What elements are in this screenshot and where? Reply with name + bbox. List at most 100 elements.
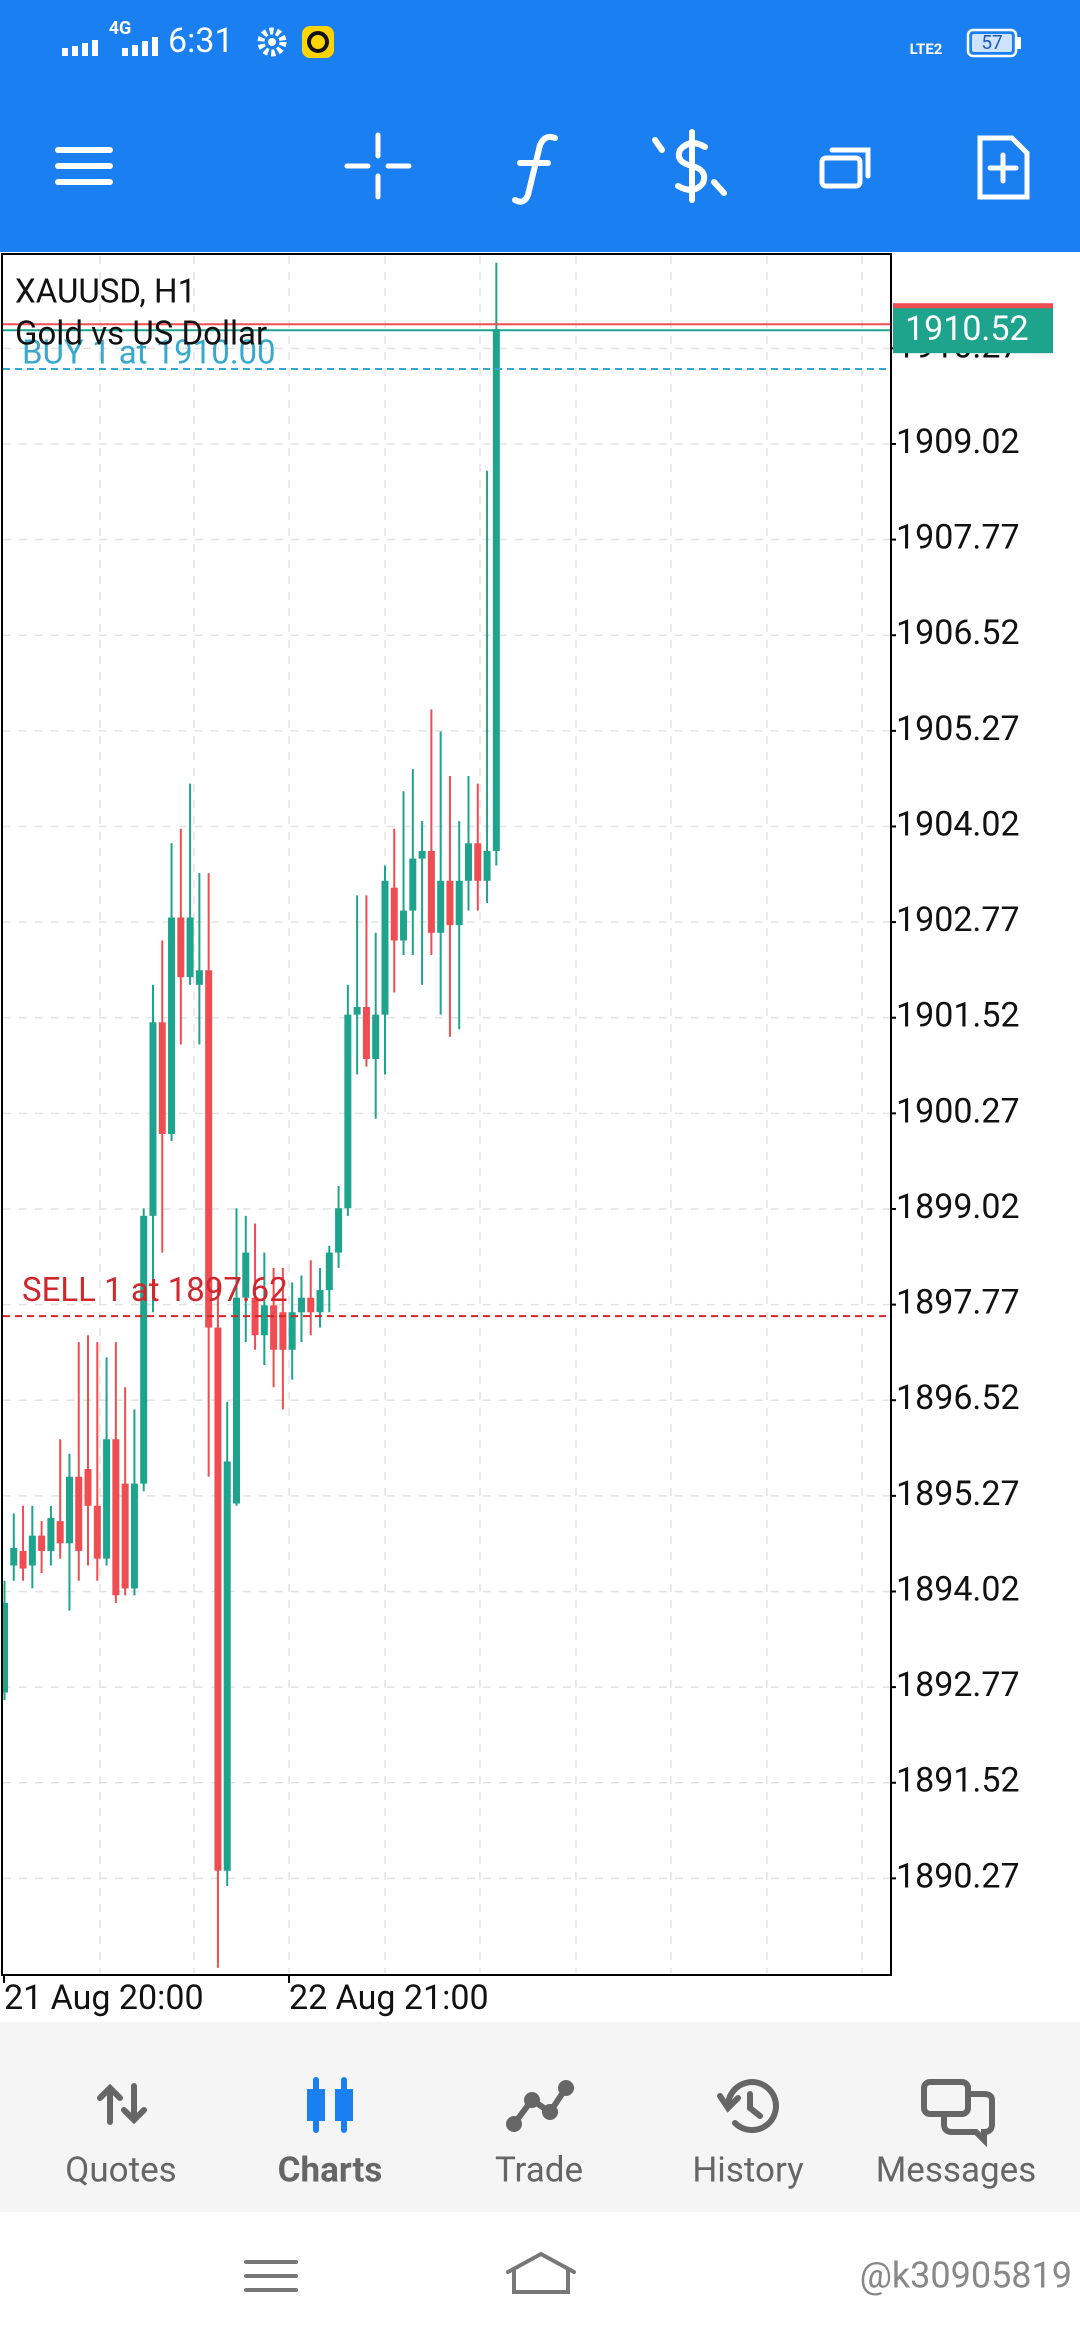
candle-body bbox=[177, 917, 185, 978]
history-icon bbox=[717, 2079, 779, 2134]
candle-body bbox=[214, 1327, 222, 1871]
price-tick-label: 1897.77 bbox=[896, 1283, 1020, 1323]
recents-button[interactable] bbox=[244, 2260, 298, 2292]
symbol: XAUUSD, H1 bbox=[15, 273, 196, 312]
price-axis: 1910.271909.021907.771906.521905.271904.… bbox=[890, 326, 1020, 1896]
app-icon bbox=[302, 26, 334, 58]
price-tick-label: 1901.52 bbox=[896, 996, 1020, 1036]
price-tick-label: 1904.02 bbox=[896, 804, 1020, 844]
charts-icon bbox=[307, 2077, 353, 2133]
price-tick-label: 1900.27 bbox=[896, 1091, 1020, 1131]
candle-body bbox=[28, 1535, 36, 1566]
candle-body bbox=[47, 1518, 55, 1551]
price-tick-label: 1892.77 bbox=[896, 1665, 1020, 1705]
price-tick-label: 1894.02 bbox=[896, 1569, 1020, 1609]
candle-body bbox=[427, 850, 435, 933]
quotes-icon bbox=[97, 2083, 147, 2125]
tab[interactable]: Messages bbox=[876, 2149, 1037, 2190]
candle-body bbox=[205, 970, 213, 1328]
price-tick-label: 1906.52 bbox=[896, 613, 1020, 653]
candle-body bbox=[418, 850, 426, 859]
current-price-label: 1910.52 bbox=[905, 309, 1029, 349]
price-tick-label: 1899.02 bbox=[896, 1187, 1020, 1227]
candle-body bbox=[121, 1483, 129, 1589]
candle-body bbox=[112, 1439, 120, 1596]
candle-body bbox=[242, 1252, 250, 1298]
tab-label: History bbox=[692, 2149, 804, 2190]
signal-icon bbox=[62, 37, 158, 56]
candle-body bbox=[483, 850, 491, 881]
candle-body bbox=[297, 1297, 305, 1313]
price-tick-label: 1909.02 bbox=[896, 422, 1020, 462]
trade-button[interactable] bbox=[652, 129, 727, 203]
candle-body bbox=[270, 1305, 278, 1350]
candle-body bbox=[65, 1476, 73, 1544]
candle-body bbox=[195, 970, 203, 985]
price-tick-label: 1890.27 bbox=[896, 1856, 1020, 1896]
candle-body bbox=[288, 1312, 296, 1350]
order-label: SELL 1 at 1897.62 bbox=[22, 1271, 288, 1310]
network-type: 4G bbox=[109, 18, 132, 39]
tab[interactable]: Charts bbox=[278, 2149, 383, 2190]
candle-body bbox=[3, 1602, 8, 1693]
candle-body bbox=[316, 1290, 324, 1313]
candle-body bbox=[455, 880, 463, 926]
tab-label: Messages bbox=[876, 2149, 1037, 2190]
price-box bbox=[893, 305, 1053, 354]
candle-body bbox=[353, 1007, 361, 1015]
candle-body bbox=[390, 887, 398, 941]
candle-body bbox=[93, 1505, 101, 1559]
time-label: 21 Aug 20:00 bbox=[4, 1978, 204, 2018]
candle-body bbox=[362, 1007, 370, 1060]
tab-label: Charts bbox=[278, 2149, 383, 2190]
candle-body bbox=[474, 843, 482, 881]
candle-body bbox=[409, 858, 417, 911]
home-button[interactable] bbox=[506, 2251, 576, 2294]
chart-frame bbox=[1, 253, 892, 1976]
candle-body bbox=[381, 880, 389, 1015]
candle-body bbox=[103, 1439, 111, 1559]
tab[interactable]: Trade bbox=[495, 2149, 583, 2190]
candle-body bbox=[130, 1483, 138, 1589]
tab[interactable]: History bbox=[692, 2149, 804, 2190]
indicators-button[interactable] bbox=[512, 133, 558, 205]
candle-body bbox=[335, 1208, 343, 1253]
plot-area bbox=[3, 262, 890, 1968]
time-label: 22 Aug 21:00 bbox=[289, 1978, 489, 2018]
trade-icon bbox=[506, 2080, 574, 2132]
tab[interactable]: Quotes bbox=[65, 2149, 176, 2190]
candle-body bbox=[233, 1297, 240, 1504]
battery-icon bbox=[966, 28, 1021, 58]
symbol-description: Gold vs US Dollar bbox=[15, 315, 267, 354]
price-tick-label: 1902.77 bbox=[896, 900, 1020, 940]
new-order-button[interactable] bbox=[977, 135, 1030, 200]
candle-body bbox=[168, 917, 176, 1135]
candle-body bbox=[344, 1014, 352, 1209]
tab-label: Trade bbox=[495, 2149, 583, 2190]
candle-body bbox=[446, 880, 454, 926]
candle-body bbox=[437, 880, 445, 933]
app-bar bbox=[0, 0, 1080, 252]
candle-body bbox=[186, 917, 194, 978]
candle-body bbox=[10, 1547, 18, 1566]
menu-button[interactable] bbox=[55, 147, 113, 185]
ask-box-edge bbox=[893, 303, 1053, 309]
windows-button[interactable] bbox=[819, 147, 871, 189]
tab-label: Quotes bbox=[65, 2149, 176, 2190]
candle-body bbox=[465, 843, 472, 881]
crosshair-button[interactable] bbox=[344, 132, 412, 200]
system-nav bbox=[244, 2251, 576, 2294]
candle-body bbox=[492, 329, 500, 851]
candle-body bbox=[38, 1535, 46, 1551]
candle-body bbox=[325, 1252, 333, 1291]
candle-body bbox=[307, 1297, 315, 1313]
candle-body bbox=[140, 1215, 148, 1484]
messages-icon bbox=[921, 2079, 995, 2148]
price-tick-label: 1891.52 bbox=[896, 1761, 1020, 1801]
clock: 6:31 bbox=[168, 21, 234, 61]
candle-body bbox=[149, 1022, 157, 1216]
candle-body bbox=[19, 1550, 27, 1569]
watermark: @k30905819 bbox=[860, 2255, 1072, 2297]
